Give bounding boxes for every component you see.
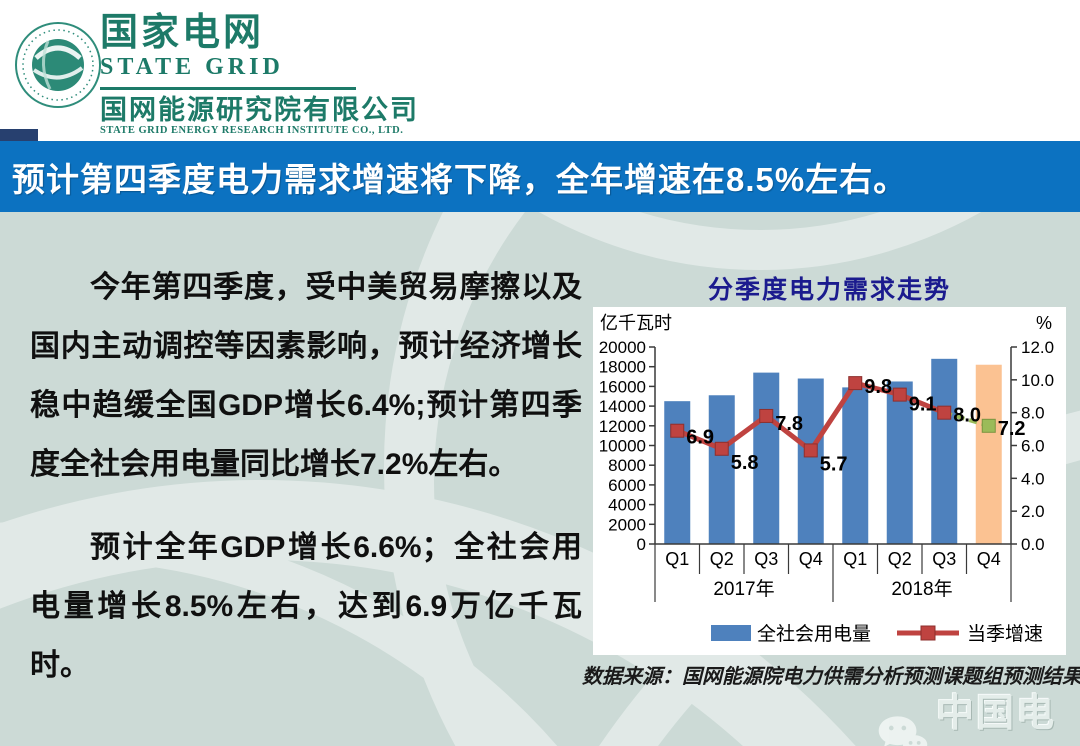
watermark-label: 中国电力	[936, 693, 1057, 735]
svg-text:10000: 10000	[599, 437, 646, 456]
svg-text:Q4: Q4	[799, 549, 823, 569]
slide-title-bar: 预计第四季度电力需求增速将下降，全年增速在8.5%左右。	[0, 141, 1080, 212]
svg-text:5.8: 5.8	[731, 452, 759, 474]
svg-text:2000: 2000	[608, 515, 646, 534]
quarterly-power-demand-chart: 亿千瓦时% 0 2000 4000 6000 8000 10000 12000 14000 160…	[593, 307, 1066, 660]
svg-text:Q3: Q3	[932, 549, 956, 569]
svg-text:%: %	[1036, 313, 1052, 333]
brand-name-cn: 国家电网	[100, 12, 265, 54]
wechat-watermark: 中国电力	[876, 682, 1080, 746]
chart-panel: 亿千瓦时% 0 2000 4000 6000 8000 10000 12000 14000 160…	[593, 307, 1066, 655]
svg-text:亿千瓦时: 亿千瓦时	[600, 313, 672, 333]
wechat-icon	[878, 716, 928, 746]
svg-text:9.8: 9.8	[864, 376, 892, 398]
svg-text:14000: 14000	[599, 397, 646, 416]
svg-text:8.0: 8.0	[1021, 404, 1045, 423]
svg-text:0.0: 0.0	[1021, 535, 1045, 554]
svg-text:6.0: 6.0	[1021, 437, 1045, 456]
chart-title: 分季度电力需求走势	[707, 276, 951, 304]
state-grid-emblem-icon	[15, 22, 101, 108]
svg-text:5.7: 5.7	[820, 453, 848, 475]
svg-text:6.9: 6.9	[686, 427, 714, 449]
brand-divider	[100, 87, 356, 90]
svg-text:Q2: Q2	[888, 549, 912, 569]
brand-block: 国家电网 STATE GRID 国网能源研究院有限公司 STATE GRID E…	[100, 13, 419, 137]
svg-text:Q4: Q4	[977, 549, 1001, 569]
svg-text:20000: 20000	[599, 338, 646, 357]
svg-text:12000: 12000	[599, 417, 646, 436]
svg-text:12.0: 12.0	[1021, 338, 1054, 357]
svg-text:18000: 18000	[599, 358, 646, 377]
svg-text:4000: 4000	[608, 496, 646, 515]
svg-text:0: 0	[637, 535, 646, 554]
svg-text:2017年: 2017年	[713, 578, 774, 600]
svg-text:7.8: 7.8	[775, 413, 803, 435]
svg-text:Q1: Q1	[843, 549, 867, 569]
svg-text:Q3: Q3	[754, 549, 778, 569]
svg-text:7.2: 7.2	[998, 418, 1026, 440]
svg-text:Q1: Q1	[665, 549, 689, 569]
body-text: 今年第四季度，受中美贸易摩擦以及国内主动调控等因素影响，预计经济增长稳中趋缓全国…	[30, 258, 582, 719]
paragraph-1: 今年第四季度，受中美贸易摩擦以及国内主动调控等因素影响，预计经济增长稳中趋缓全国…	[30, 271, 582, 481]
svg-text:2.0: 2.0	[1021, 502, 1045, 521]
svg-text:2018年: 2018年	[891, 578, 952, 600]
svg-text:6000: 6000	[608, 476, 646, 495]
svg-text:全社会用电量: 全社会用电量	[757, 623, 871, 645]
paragraph-2: 预计全年GDP增长6.6%；全社会用电量增长8.5%左右，达到6.9万亿千瓦时。	[30, 531, 582, 682]
svg-text:9.1: 9.1	[909, 394, 937, 416]
svg-text:当季增速: 当季增速	[967, 623, 1043, 645]
svg-text:10.0: 10.0	[1021, 371, 1054, 390]
institute-name-cn: 国网能源研究院有限公司	[100, 95, 419, 125]
institute-name-en: STATE GRID ENERGY RESEARCH INSTITUTE CO.…	[100, 125, 404, 136]
header: 国家电网 STATE GRID 国网能源研究院有限公司 STATE GRID E…	[0, 0, 1080, 141]
svg-text:4.0: 4.0	[1021, 469, 1045, 488]
brand-name-en: STATE GRID	[100, 54, 284, 80]
svg-text:Q2: Q2	[710, 549, 734, 569]
svg-text:8.0: 8.0	[953, 405, 981, 427]
svg-text:16000: 16000	[599, 377, 646, 396]
data-source-note: 数据来源：国网能源院电力供需分析预测课题组预测结果	[582, 666, 1080, 688]
svg-text:8000: 8000	[608, 456, 646, 475]
slide-title: 预计第四季度电力需求增速将下降，全年增速在8.5%左右。	[12, 160, 908, 198]
